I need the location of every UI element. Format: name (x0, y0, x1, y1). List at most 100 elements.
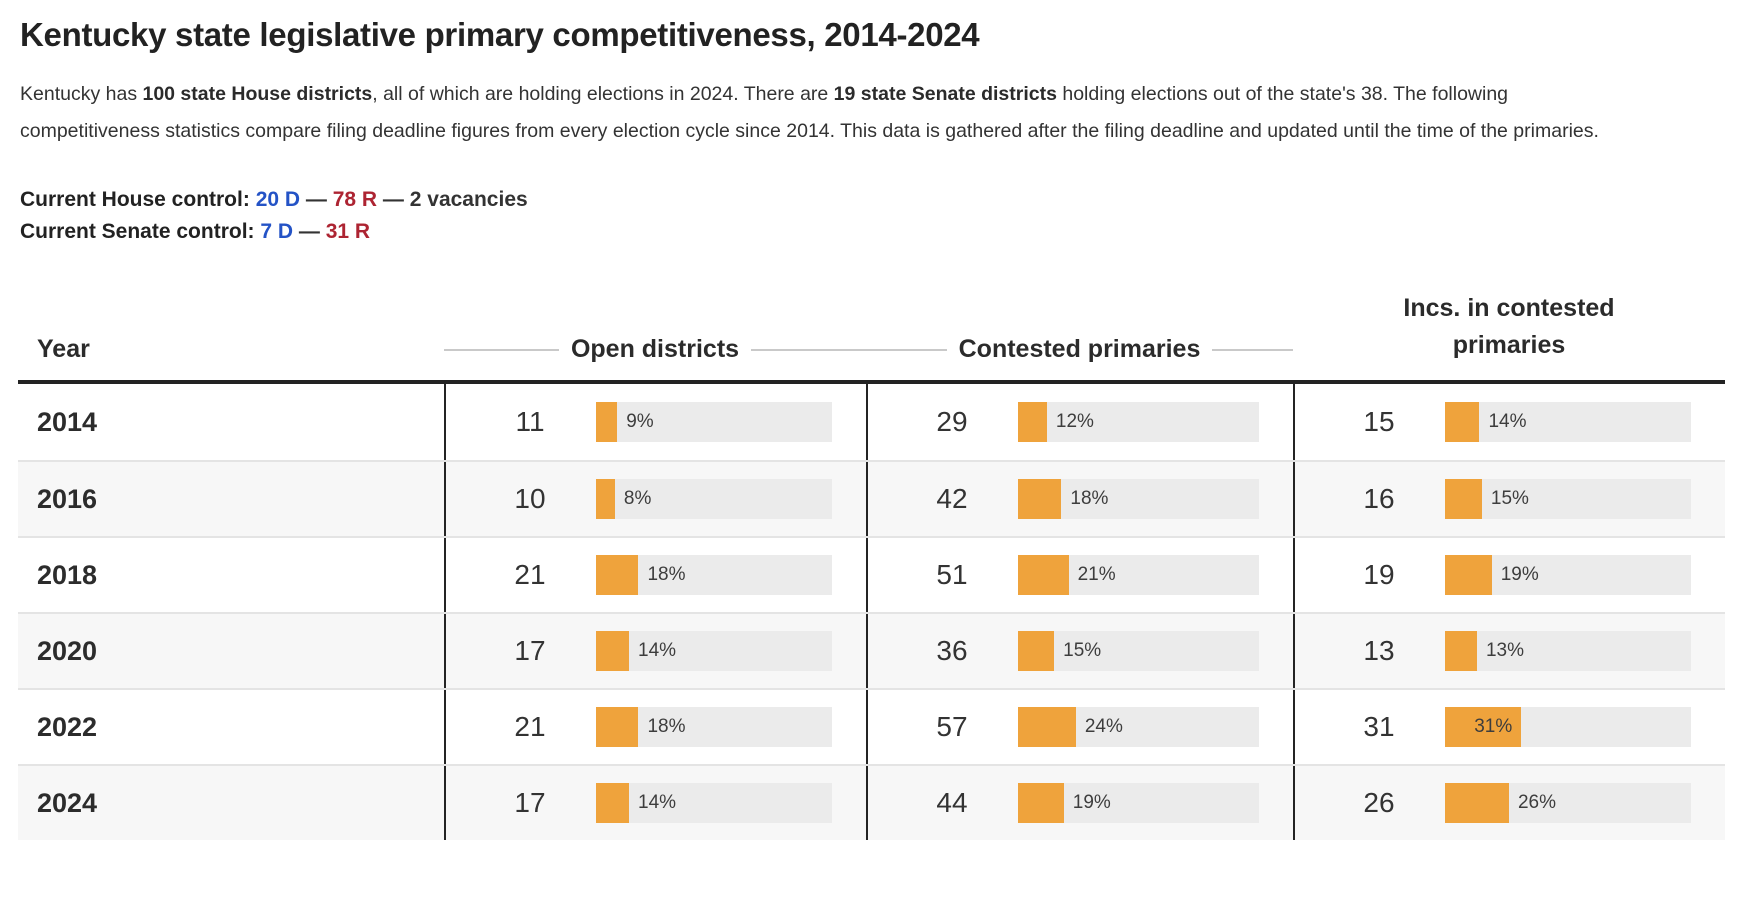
open-cell: 21 18% (444, 690, 866, 764)
year-cell: 2016 (37, 483, 98, 514)
bar-wrap: 31% (1445, 707, 1691, 747)
intro-text: Kentucky has (20, 83, 143, 105)
bar-fill (1018, 402, 1047, 442)
count-value: 11 (515, 406, 545, 437)
header-cell-incs-in-contested-primaries: Incs. in contested primaries (1293, 290, 1725, 364)
control-line-house: Current House control: 20 D — 78 R — 2 v… (20, 184, 1720, 216)
bar-wrap: 19% (1445, 555, 1691, 595)
year-cell: 2024 (37, 787, 98, 818)
bar-track: 26% (1445, 783, 1691, 823)
bar-fill (1018, 631, 1055, 671)
bar-wrap: 26% (1445, 783, 1691, 823)
count-value: 19 (1363, 559, 1395, 590)
intro-paragraph: Kentucky has 100 state House districts, … (20, 76, 1645, 150)
intro-text: holding elections out of the state's 38.… (20, 83, 1599, 142)
bar-percent-label: 14% (638, 792, 677, 813)
democratic-seat-count: 7 D (260, 220, 294, 243)
year-cell: 2014 (37, 406, 98, 437)
bar-wrap: 15% (1445, 479, 1691, 519)
bar-percent-label: 15% (1063, 640, 1102, 661)
bar-fill (1445, 402, 1480, 442)
contested-cell: 29 12% (866, 384, 1293, 460)
bar-fill (596, 402, 618, 442)
year-cell: 2018 (37, 559, 98, 590)
count-value: 21 (514, 559, 546, 590)
bar-percent-label: 26% (1517, 792, 1556, 813)
bar-track: 18% (1018, 479, 1259, 519)
bar-percent-label: 15% (1490, 488, 1529, 509)
control-label: Current House control: (20, 188, 256, 211)
bar-track: 19% (1445, 555, 1691, 595)
table-row: 2014 11 9% 29 12% 15 14% (18, 384, 1725, 460)
table-row: 2024 17 14% 44 19% 26 26% (18, 764, 1725, 840)
bar-wrap: 9% (596, 402, 832, 442)
table-body: 2014 11 9% 29 12% 15 14% 2016 10 8% 42 18% 16 15% 2018… (18, 384, 1725, 840)
contested-cell: 42 18% (866, 462, 1293, 536)
bar-fill (596, 555, 639, 595)
bar-wrap: 14% (1445, 402, 1691, 442)
bar-wrap: 24% (1018, 707, 1259, 747)
incs-cell: 16 15% (1293, 462, 1725, 536)
bar-wrap: 18% (596, 707, 832, 747)
control-separator-text: — 2 vacancies (377, 188, 528, 211)
count-value: 26 (1363, 787, 1395, 818)
bar-fill (1018, 555, 1069, 595)
bar-wrap: 19% (1018, 783, 1259, 823)
bar-fill (596, 707, 639, 747)
bar-fill (1445, 555, 1492, 595)
bar-track: 12% (1018, 402, 1259, 442)
open-cell: 21 18% (444, 538, 866, 612)
bar-fill (1445, 631, 1477, 671)
bar-fill (1445, 479, 1482, 519)
control-label: Current Senate control: (20, 220, 261, 243)
bar-percent-label: 14% (638, 640, 677, 661)
bar-percent-label: 24% (1084, 716, 1123, 737)
header-label-contested-primaries: Contested primaries (958, 335, 1201, 363)
bar-percent-label: 18% (1070, 488, 1109, 509)
bar-wrap: 15% (1018, 631, 1259, 671)
control-separator-text: — (293, 220, 326, 243)
bar-track: 18% (596, 555, 832, 595)
count-value: 44 (936, 787, 968, 818)
contested-cell: 51 21% (866, 538, 1293, 612)
bar-wrap: 18% (596, 555, 832, 595)
bar-percent-label: 19% (1072, 792, 1111, 813)
bar-wrap: 13% (1445, 631, 1691, 671)
bar-percent-label: 21% (1077, 564, 1116, 585)
bar-track: 14% (596, 783, 832, 823)
bar-fill (1018, 707, 1076, 747)
competitiveness-table: Year Open districts Contested primaries … (18, 290, 1725, 840)
bar-fill (1018, 479, 1062, 519)
count-value: 36 (936, 635, 968, 666)
header-rule-right (1212, 348, 1293, 351)
chamber-control-summary: Current House control: 20 D — 78 R — 2 v… (20, 184, 1720, 248)
count-value: 57 (936, 711, 968, 742)
bar-wrap: 12% (1018, 402, 1259, 442)
page-title: Kentucky state legislative primary compe… (20, 16, 980, 53)
header-cell-open-districts: Open districts (444, 335, 866, 364)
bar-track: 19% (1018, 783, 1259, 823)
bar-percent-label: 31% (1474, 716, 1513, 737)
bar-percent-label: 18% (647, 564, 686, 585)
count-value: 10 (514, 483, 546, 514)
year-cell: 2020 (37, 635, 98, 666)
bar-percent-label: 19% (1500, 564, 1539, 585)
count-value: 15 (1363, 406, 1395, 437)
year-cell: 2022 (37, 711, 98, 742)
bar-wrap: 14% (596, 631, 832, 671)
bar-track: 15% (1445, 479, 1691, 519)
bar-fill (1445, 707, 1522, 747)
header-rule-left (444, 348, 559, 351)
header-label-open-districts: Open districts (570, 335, 740, 363)
bar-track: 9% (596, 402, 832, 442)
bar-track: 14% (596, 631, 832, 671)
contested-cell: 57 24% (866, 690, 1293, 764)
count-value: 16 (1363, 483, 1395, 514)
bar-wrap: 14% (596, 783, 832, 823)
control-line-senate: Current Senate control: 7 D — 31 R (20, 216, 1720, 248)
contested-cell: 44 19% (866, 766, 1293, 840)
bar-fill (1445, 783, 1509, 823)
contested-cell: 36 15% (866, 614, 1293, 688)
header-rule-right (751, 348, 866, 351)
